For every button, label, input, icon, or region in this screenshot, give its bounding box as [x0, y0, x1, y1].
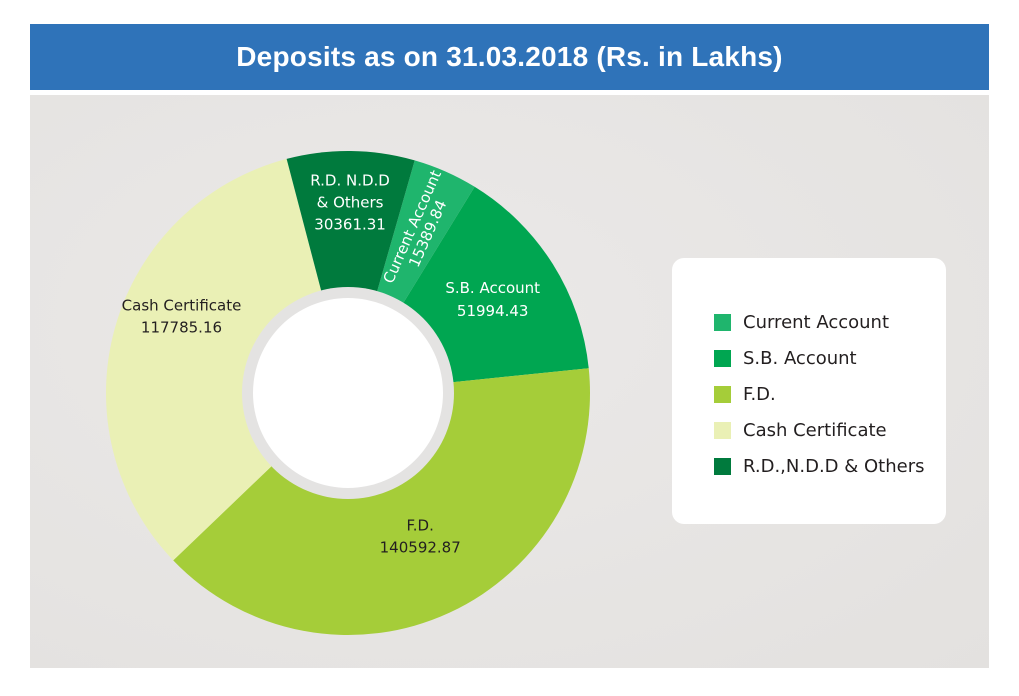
legend-item-rd-ndd-others: R.D.,N.D.D & Others	[714, 448, 946, 484]
legend-label-cash-certificate: Cash Certificate	[743, 419, 887, 441]
legend-swatch-fd	[714, 385, 731, 403]
legend-label-rd-ndd-others: R.D.,N.D.D & Others	[743, 455, 925, 477]
slice-label-fd: F.D. 140592.87	[380, 516, 461, 556]
legend-label-sb-account: S.B. Account	[743, 347, 857, 369]
slice-name-rd-ndd-others: R.D. N.D.D	[310, 171, 390, 189]
legend-label-fd: F.D.	[743, 383, 776, 405]
legend-swatch-sb-account	[714, 349, 731, 367]
donut-hole	[253, 298, 443, 488]
title-banner: Deposits as on 31.03.2018 (Rs. in Lakhs)	[30, 24, 989, 90]
slice-cash-certificate	[106, 158, 349, 561]
slice-value-cash-certificate: 117785.16	[141, 318, 222, 336]
slice-name-rd-ndd-others: & Others	[317, 193, 384, 211]
legend-item-sb-account: S.B. Account	[714, 340, 946, 376]
legend-label-current-account: Current Account	[743, 311, 890, 333]
donut-slices	[106, 151, 590, 635]
legend-swatch-rd-ndd-others	[714, 457, 731, 475]
slice-labels: Current Account15389.84S.B. Account 51994…	[122, 167, 540, 556]
slice-name-cash-certificate: Cash Certificate	[122, 296, 242, 314]
legend-item-cash-certificate: Cash Certificate	[714, 412, 946, 448]
legend: Current Account S.B. Account F.D. Cash C…	[672, 258, 946, 524]
legend-swatch-cash-certificate	[714, 421, 731, 439]
slice-value-sb-account: 51994.43	[457, 302, 529, 320]
slice-value-fd: 140592.87	[380, 538, 461, 556]
legend-swatch-current-account	[714, 313, 731, 331]
slice-rd-ndd-others	[286, 151, 415, 393]
slice-label-rd-ndd-others: R.D. N.D.D & Others 30361.31	[310, 171, 390, 233]
chart-title: Deposits as on 31.03.2018 (Rs. in Lakhs)	[236, 41, 783, 72]
slice-value-rd-ndd-others: 30361.31	[314, 215, 386, 233]
slice-label-cash-certificate: Cash Certificate 117785.16	[122, 296, 242, 336]
slice-fd	[173, 368, 590, 635]
legend-item-fd: F.D.	[714, 376, 946, 412]
legend-item-current-account: Current Account	[714, 304, 946, 340]
slice-name-fd: F.D.	[407, 516, 434, 534]
slice-name-sb-account: S.B. Account	[445, 279, 540, 297]
slice-label-sb-account: S.B. Account 51994.43	[445, 279, 540, 320]
